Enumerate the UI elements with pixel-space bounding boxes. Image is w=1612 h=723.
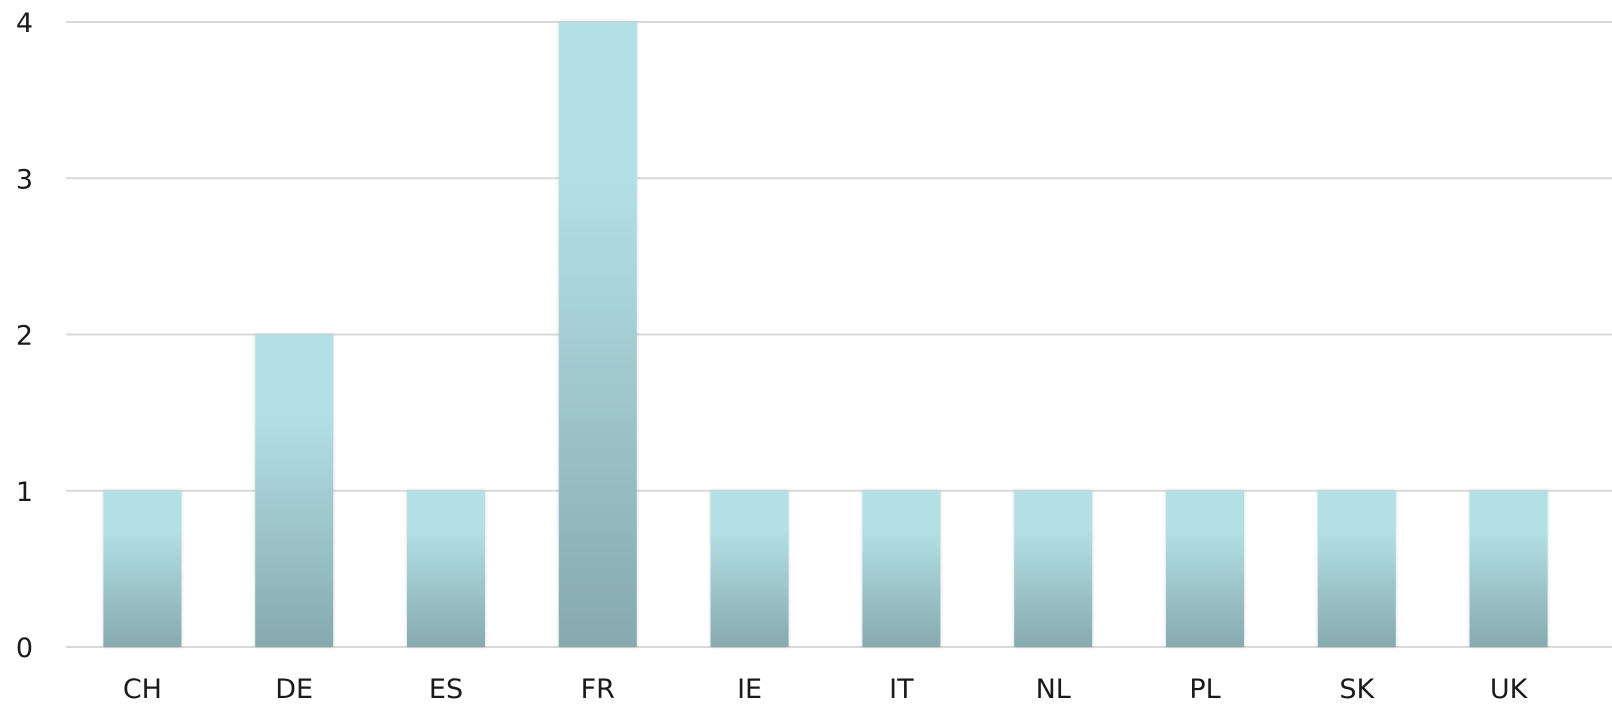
bar-uk bbox=[1469, 490, 1548, 647]
y-tick-label: 2 bbox=[16, 321, 33, 352]
bars bbox=[103, 22, 1548, 647]
x-tick-label-ie: IE bbox=[737, 674, 762, 705]
y-tick-label: 1 bbox=[16, 477, 33, 508]
x-tick-label-ch: CH bbox=[123, 674, 162, 705]
bar-nl bbox=[1014, 490, 1093, 647]
x-tick-label-fr: FR bbox=[581, 674, 615, 705]
y-axis-tick-labels: 0 1 2 3 4 bbox=[16, 8, 33, 664]
x-tick-label-sk: SK bbox=[1339, 674, 1375, 705]
bar-es bbox=[407, 490, 485, 647]
x-axis-tick-labels: CH DE ES FR IE IT NL PL SK UK bbox=[123, 674, 1529, 705]
bar-ie bbox=[710, 490, 789, 647]
bar-pl bbox=[1166, 490, 1244, 647]
bar-sk bbox=[1317, 490, 1396, 647]
bar-it bbox=[862, 490, 941, 647]
bar-de bbox=[255, 334, 334, 647]
y-tick-label: 4 bbox=[16, 8, 33, 39]
x-tick-label-nl: NL bbox=[1036, 674, 1071, 705]
bar-ch bbox=[103, 490, 182, 647]
x-tick-label-es: ES bbox=[429, 674, 463, 705]
x-tick-label-uk: UK bbox=[1490, 674, 1529, 705]
y-tick-label: 0 bbox=[16, 633, 33, 664]
y-tick-label: 3 bbox=[16, 164, 33, 195]
x-tick-label-it: IT bbox=[889, 674, 914, 705]
x-tick-label-pl: PL bbox=[1189, 674, 1220, 705]
x-tick-label-de: DE bbox=[275, 674, 313, 705]
bar-fr bbox=[558, 22, 637, 647]
